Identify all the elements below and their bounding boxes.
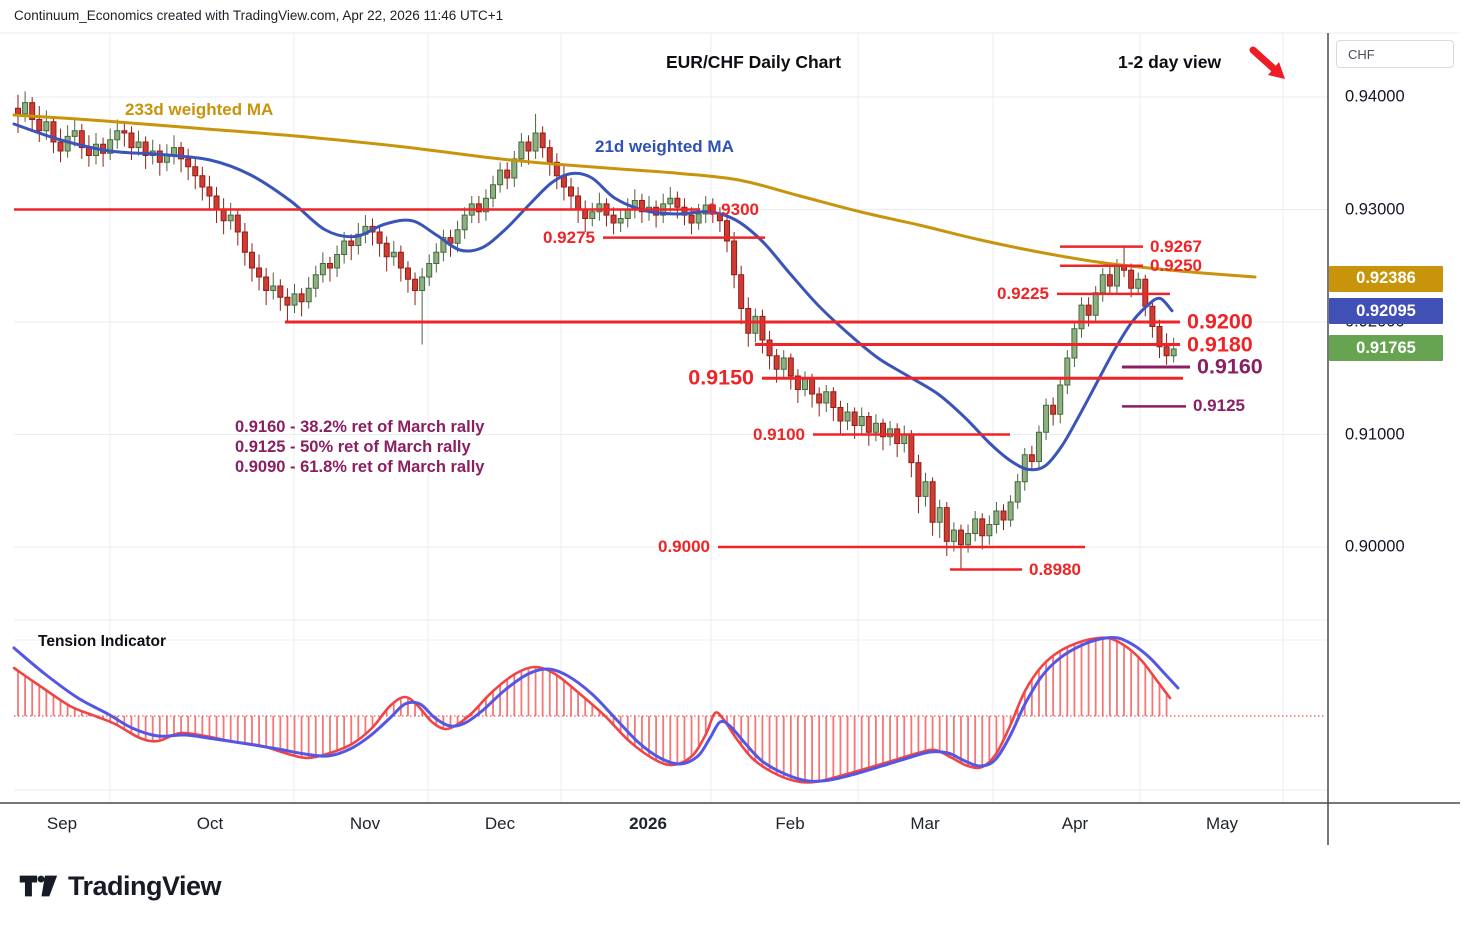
fib-note-line: 0.9160 - 38.2% ret of March rally xyxy=(235,418,485,436)
price-badge: 0.91765 xyxy=(1329,335,1443,362)
price-level-label: 0.9250 xyxy=(1150,255,1202,275)
price-level-label: 0.9267 xyxy=(1150,236,1202,256)
price-level-label: 0.9200 xyxy=(1187,309,1253,334)
x-axis-label: Dec xyxy=(484,814,516,833)
price-scale-currency-button[interactable]: CHF xyxy=(1336,40,1454,68)
price-level-label: 0.9100 xyxy=(753,424,805,444)
x-axis-label: Sep xyxy=(46,814,78,833)
price-badge: 0.92095 xyxy=(1329,298,1443,325)
y-axis-tick-label: 0.93000 xyxy=(1345,200,1405,218)
down-right-arrow-icon xyxy=(1249,46,1285,79)
x-axis-label: May xyxy=(1205,814,1239,833)
tension-indicator-label: Tension Indicator xyxy=(38,633,167,650)
y-axis-tick-label: 0.94000 xyxy=(1345,87,1405,106)
price-level-label: 0.9125 xyxy=(1193,396,1245,416)
price-level-label: 0.9150 xyxy=(688,365,754,390)
x-axis-label: Nov xyxy=(349,814,381,833)
price-level-label: 0.8980 xyxy=(1029,559,1081,579)
tradingview-logo[interactable]: TradingView xyxy=(18,868,222,904)
price-badge: 0.92386 xyxy=(1329,265,1443,292)
y-axis-tick-label: 0.91000 xyxy=(1345,425,1405,443)
fib-note-line: 0.9125 - 50% ret of March rally xyxy=(235,438,471,456)
x-axis-label: 2026 xyxy=(629,814,667,833)
fib-retracement-notes: 0.9160 - 38.2% ret of March rally 0.9125 … xyxy=(235,417,484,477)
price-level-label: 0.9000 xyxy=(658,537,710,556)
price-level-label: 0.9300 xyxy=(707,199,759,219)
x-axis-label: Feb xyxy=(775,814,805,833)
price-level-label: 0.9160 xyxy=(1197,354,1263,379)
view-note-label: 1-2 day view xyxy=(1118,52,1222,72)
chart-title: EUR/CHF Daily Chart xyxy=(666,52,842,72)
attribution-text: Continuum_Economics created with Trading… xyxy=(14,8,504,23)
tradingview-logo-icon xyxy=(19,875,58,897)
ma21-label: 21d weighted MA xyxy=(595,137,734,156)
price-level-label: 0.9180 xyxy=(1187,332,1253,356)
tradingview-brand-text: TradingView xyxy=(68,870,222,901)
price-level-label: 0.9275 xyxy=(543,227,595,247)
price-level-label: 0.9225 xyxy=(997,283,1049,303)
x-axis-label: Oct xyxy=(196,814,224,833)
x-axis-label: Mar xyxy=(910,814,940,833)
x-axis-label: Apr xyxy=(1061,814,1089,833)
ma233-label: 233d weighted MA xyxy=(125,100,274,119)
fib-note-line: 0.9090 - 61.8% ret of March rally xyxy=(235,458,485,476)
y-axis-tick-label: 0.90000 xyxy=(1345,537,1405,556)
